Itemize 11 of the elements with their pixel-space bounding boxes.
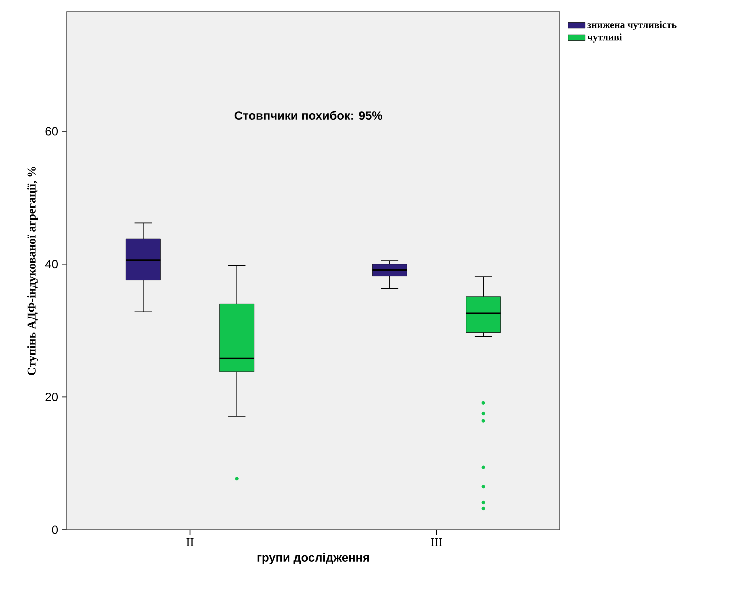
legend-label: чутливі xyxy=(588,34,622,43)
y-tick-label: 0 xyxy=(52,526,58,534)
y-tick-label: 40 xyxy=(45,260,58,269)
x-tick-label: II xyxy=(186,538,194,546)
y-tick-label: 60 xyxy=(46,127,58,136)
y-tick-label: 20 xyxy=(46,392,58,402)
x-tick-label: III xyxy=(431,538,442,546)
annotation: Стовпчики похибок: 95% xyxy=(234,111,382,120)
legend-label: знижена чутливість xyxy=(588,21,677,30)
x-axis-title: групи дослідження xyxy=(258,553,370,564)
y-axis-title: Ступінь АДФ-індукованої агрегації, % xyxy=(27,167,38,376)
